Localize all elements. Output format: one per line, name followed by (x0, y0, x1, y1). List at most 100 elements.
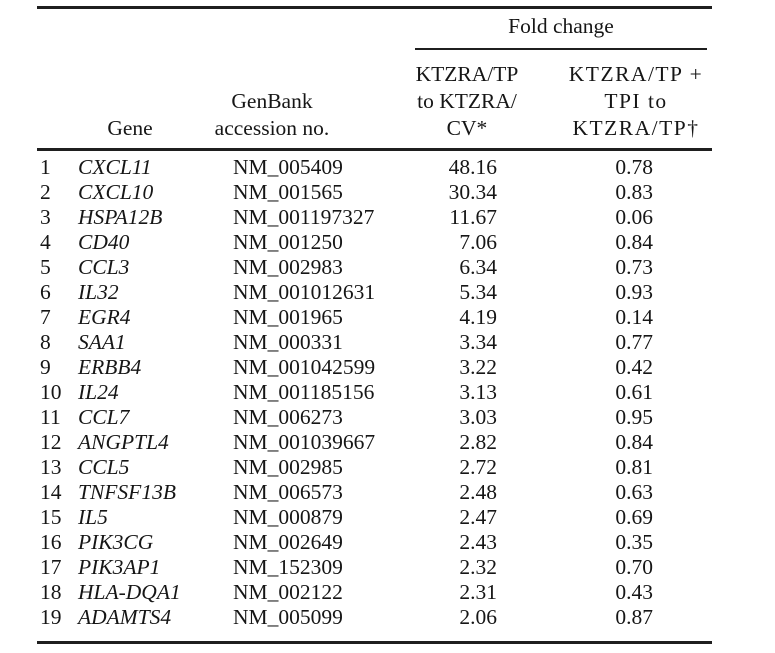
gene-cell: CXCL11 (78, 155, 152, 179)
fold-change-2-cell: 0.14 (615, 305, 653, 329)
fold-change-2-cell: 0.81 (615, 455, 653, 479)
accession-cell: NM_001965 (233, 305, 343, 329)
column-header-gene: Gene (107, 116, 153, 140)
gene-cell: TNFSF13B (78, 480, 176, 504)
fold-change-1-cell: 2.48 (459, 480, 497, 504)
row-number-cell: 2 (40, 180, 51, 204)
accession-cell: NM_000331 (233, 330, 343, 354)
gene-cell: EGR4 (78, 305, 131, 329)
row-number-cell: 3 (40, 205, 51, 229)
gene-cell: ANGPTL4 (78, 430, 169, 454)
fold-change-2-cell: 0.87 (615, 605, 653, 629)
fold-change-1-cell: 6.34 (459, 255, 497, 279)
row-number-cell: 18 (40, 580, 62, 604)
gene-cell: IL5 (78, 505, 108, 529)
gene-cell: IL32 (78, 280, 119, 304)
accession-cell: NM_001197327 (233, 205, 375, 229)
table-bottom-rule (37, 641, 712, 644)
column-header-genbank-accession: GenBank accession no. (214, 89, 330, 140)
fold-change-1-cell: 2.06 (459, 605, 497, 629)
gene-cell: CCL5 (78, 455, 130, 479)
column-header-foldchange-tpi-vs-ktzra-tp: KTZRA/TP + TPI to KTZRA/TP† (568, 62, 704, 140)
fold-change-1-cell: 48.16 (448, 155, 497, 179)
fold-change-2-cell: 0.70 (615, 555, 653, 579)
table-row: 5 CCL3 NM_002983 6.34 0.73 (37, 255, 712, 280)
fold-change-1-cell: 2.32 (459, 555, 497, 579)
table-row: 6 IL32 NM_001012631 5.34 0.93 (37, 280, 712, 305)
table-row: 3 HSPA12B NM_001197327 11.67 0.06 (37, 205, 712, 230)
fold-change-1-cell: 2.31 (459, 580, 497, 604)
gene-cell: ERBB4 (78, 355, 142, 379)
fold-change-1-cell: 3.13 (459, 380, 497, 404)
fold-change-1-cell: 2.82 (459, 430, 497, 454)
accession-cell: NM_002985 (233, 455, 343, 479)
table-rows: 1 CXCL11 NM_005409 48.16 0.78 2 CXCL10 N… (37, 155, 712, 630)
accession-cell: NM_005099 (233, 605, 343, 629)
column-header-foldchange-ktzra-tp-vs-cv: KTZRA/TP to KTZRA/ CV* (415, 62, 519, 140)
table-row: 4 CD40 NM_001250 7.06 0.84 (37, 230, 712, 255)
fold-change-1-cell: 3.22 (459, 355, 497, 379)
gene-cell: HLA-DQA1 (78, 580, 181, 604)
accession-cell: NM_001250 (233, 230, 343, 254)
gene-cell: CCL7 (78, 405, 130, 429)
fold-change-2-cell: 0.77 (615, 330, 653, 354)
table-top-rule (37, 6, 712, 9)
row-number-cell: 16 (40, 530, 62, 554)
row-number-cell: 11 (40, 405, 61, 429)
fold-change-spanner-rule (415, 48, 707, 50)
row-number-cell: 6 (40, 280, 51, 304)
row-number-cell: 1 (40, 155, 51, 179)
accession-cell: NM_006273 (233, 405, 343, 429)
fold-change-2-cell: 0.84 (615, 230, 653, 254)
table-row: 11 CCL7 NM_006273 3.03 0.95 (37, 405, 712, 430)
fold-change-2-cell: 0.95 (615, 405, 653, 429)
table-row: 19 ADAMTS4 NM_005099 2.06 0.87 (37, 605, 712, 630)
accession-cell: NM_152309 (233, 555, 343, 579)
row-number-cell: 9 (40, 355, 51, 379)
fold-change-2-cell: 0.06 (615, 205, 653, 229)
fold-change-2-cell: 0.61 (615, 380, 653, 404)
fold-change-1-cell: 2.47 (459, 505, 497, 529)
fold-change-2-cell: 0.93 (615, 280, 653, 304)
accession-cell: NM_005409 (233, 155, 343, 179)
row-number-cell: 14 (40, 480, 62, 504)
gene-cell: SAA1 (78, 330, 126, 354)
row-number-cell: 15 (40, 505, 62, 529)
fold-change-spanner-label: Fold change (508, 14, 614, 38)
table-row: 7 EGR4 NM_001965 4.19 0.14 (37, 305, 712, 330)
gene-cell: PIK3AP1 (78, 555, 161, 579)
row-number-cell: 19 (40, 605, 62, 629)
fold-change-2-cell: 0.84 (615, 430, 653, 454)
fold-change-1-cell: 2.43 (459, 530, 497, 554)
table-row: 9 ERBB4 NM_001042599 3.22 0.42 (37, 355, 712, 380)
accession-cell: NM_006573 (233, 480, 343, 504)
table-row: 14 TNFSF13B NM_006573 2.48 0.63 (37, 480, 712, 505)
table-row: 10 IL24 NM_001185156 3.13 0.61 (37, 380, 712, 405)
fold-change-1-cell: 2.72 (459, 455, 497, 479)
fold-change-2-cell: 0.83 (615, 180, 653, 204)
gene-cell: CXCL10 (78, 180, 154, 204)
fold-change-2-cell: 0.35 (615, 530, 653, 554)
fold-change-2-cell: 0.69 (615, 505, 653, 529)
accession-cell: NM_002983 (233, 255, 343, 279)
gene-cell: PIK3CG (78, 530, 154, 554)
gene-cell: CD40 (78, 230, 130, 254)
table-header-rule (37, 148, 712, 151)
row-number-cell: 4 (40, 230, 51, 254)
accession-cell: NM_001012631 (233, 280, 376, 304)
accession-cell: NM_001565 (233, 180, 343, 204)
row-number-cell: 13 (40, 455, 62, 479)
row-number-cell: 12 (40, 430, 62, 454)
table-row: 18 HLA-DQA1 NM_002122 2.31 0.43 (37, 580, 712, 605)
fold-change-1-cell: 3.34 (459, 330, 497, 354)
row-number-cell: 17 (40, 555, 62, 579)
row-number-cell: 8 (40, 330, 51, 354)
accession-cell: NM_002649 (233, 530, 343, 554)
row-number-cell: 10 (40, 380, 62, 404)
table-row: 13 CCL5 NM_002985 2.72 0.81 (37, 455, 712, 480)
table-row: 16 PIK3CG NM_002649 2.43 0.35 (37, 530, 712, 555)
table-row: 15 IL5 NM_000879 2.47 0.69 (37, 505, 712, 530)
fold-change-2-cell: 0.78 (615, 155, 653, 179)
row-number-cell: 5 (40, 255, 51, 279)
gene-cell: ADAMTS4 (78, 605, 172, 629)
